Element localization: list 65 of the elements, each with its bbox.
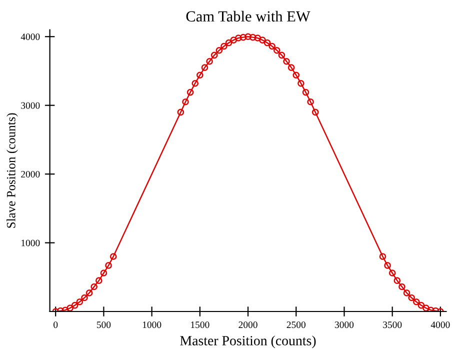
point: [288, 64, 295, 71]
y-tick-label: 4000: [20, 34, 40, 40]
point: [412, 298, 420, 306]
y-tick-label: 3000: [21, 102, 40, 109]
point: [384, 262, 391, 269]
point: [398, 283, 406, 290]
x-tick-label: 3500: [383, 322, 402, 328]
point: [249, 34, 256, 41]
point: [66, 304, 74, 312]
point: [307, 98, 314, 106]
x-axis-title: Master Position (counts): [180, 336, 316, 348]
point: [312, 108, 319, 116]
point: [225, 39, 232, 46]
point: [230, 36, 237, 44]
x-tick-label: 4000: [430, 322, 450, 328]
point: [110, 253, 117, 260]
point: [254, 34, 262, 42]
x-tick-label: 0: [54, 322, 58, 328]
point: [273, 46, 280, 54]
point: [244, 33, 252, 40]
y-tick-label: 1000: [22, 240, 40, 246]
point: [105, 262, 112, 269]
point: [220, 42, 228, 50]
point: [259, 36, 266, 44]
point: [95, 277, 102, 284]
point: [422, 304, 430, 312]
point: [234, 34, 242, 42]
point: [216, 46, 223, 54]
point: [90, 283, 98, 290]
point: [264, 39, 271, 46]
point: [76, 298, 84, 306]
point: [408, 294, 415, 302]
chart-title: Cam Table with EW: [186, 10, 310, 22]
point: [196, 72, 204, 79]
point: [177, 108, 184, 116]
x-tick-label: 1000: [142, 322, 162, 328]
x-tick-label: 2500: [286, 322, 306, 328]
y-tick-label: 2000: [21, 170, 40, 178]
point: [201, 64, 208, 71]
point: [298, 80, 304, 87]
point: [71, 302, 78, 309]
point: [292, 72, 300, 79]
point: [388, 270, 396, 276]
point: [403, 290, 410, 296]
point: [379, 253, 386, 260]
point: [86, 290, 93, 296]
point: [418, 302, 425, 309]
point: [182, 98, 189, 106]
point: [268, 42, 276, 50]
x-tick-label: 2000: [238, 322, 258, 328]
point: [210, 52, 218, 59]
x-tick-label: 1500: [191, 322, 210, 328]
point: [302, 88, 310, 96]
point: [186, 88, 194, 96]
point: [81, 294, 88, 302]
point: [192, 80, 199, 87]
x-tick-label: 3000: [334, 322, 354, 328]
x-tick-label: 500: [96, 322, 111, 328]
point: [100, 270, 108, 276]
y-axis-title: Slave Position (counts): [6, 113, 18, 228]
point: [206, 58, 213, 65]
point: [394, 277, 401, 284]
point: [240, 34, 247, 41]
point: [278, 52, 286, 59]
point: [283, 58, 290, 65]
